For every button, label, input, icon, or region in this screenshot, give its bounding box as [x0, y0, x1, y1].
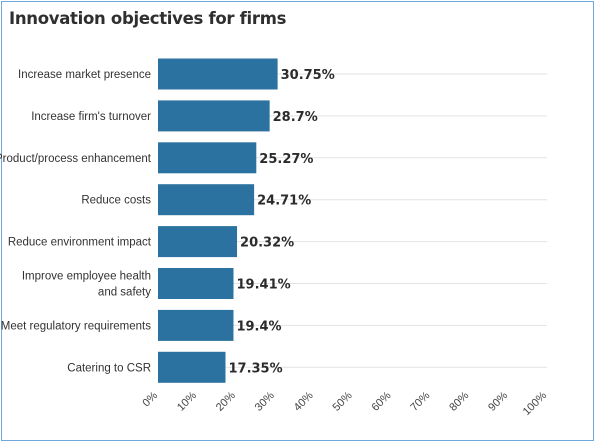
category-label: Increase firm's turnover: [31, 111, 151, 123]
bar: [158, 226, 238, 258]
chart-title: Innovation objectives for firms: [9, 9, 287, 28]
value-label: 25.27%: [259, 152, 313, 167]
x-tick-label: 20%: [214, 389, 238, 413]
value-label: 20.32%: [240, 236, 294, 251]
category-label: Reduce environment impact: [8, 237, 152, 249]
bar: [158, 58, 278, 90]
bar: [158, 351, 226, 383]
bars: [158, 58, 278, 383]
x-tick-label: 50%: [331, 389, 355, 413]
x-tick-label: 0%: [140, 389, 160, 409]
value-label: 30.75%: [281, 68, 335, 83]
x-tick-label: 100%: [521, 389, 550, 418]
bar: [158, 184, 255, 216]
bar: [158, 100, 270, 132]
value-labels: 30.75% 28.7% 25.27% 24.71% 20.32% 19.41% 19.4%…: [228, 68, 334, 376]
bar: [158, 142, 257, 174]
category-label: Increase market presence: [18, 69, 151, 81]
bar: [158, 268, 234, 299]
x-tick-label: 70%: [408, 389, 432, 413]
value-label: 19.4%: [236, 319, 281, 334]
category-label: Improve employee health and safety: [22, 271, 151, 299]
x-tick-label: 30%: [253, 389, 277, 413]
x-axis-ticks: 0% 10% 20% 30% 40% 50% 60% 70% 80% 90% 100%: [140, 389, 549, 418]
category-label: Meet regulatory requirements: [1, 320, 151, 332]
value-label: 24.71%: [257, 194, 311, 209]
value-label: 28.7%: [273, 110, 318, 125]
x-tick-label: 90%: [486, 389, 510, 413]
category-labels: Increase market presence Increase firm's …: [0, 69, 152, 374]
x-tick-label: 60%: [369, 389, 393, 413]
value-label: 19.41%: [237, 278, 291, 293]
category-label: Catering to CSR: [67, 362, 151, 374]
category-label: Product/process enhancement: [0, 153, 152, 165]
value-label: 17.35%: [228, 361, 282, 376]
x-tick-label: 40%: [292, 389, 316, 413]
x-tick-label: 80%: [447, 389, 471, 413]
bar: [158, 309, 234, 341]
category-label: Reduce costs: [81, 195, 151, 207]
x-tick-label: 10%: [175, 389, 199, 413]
